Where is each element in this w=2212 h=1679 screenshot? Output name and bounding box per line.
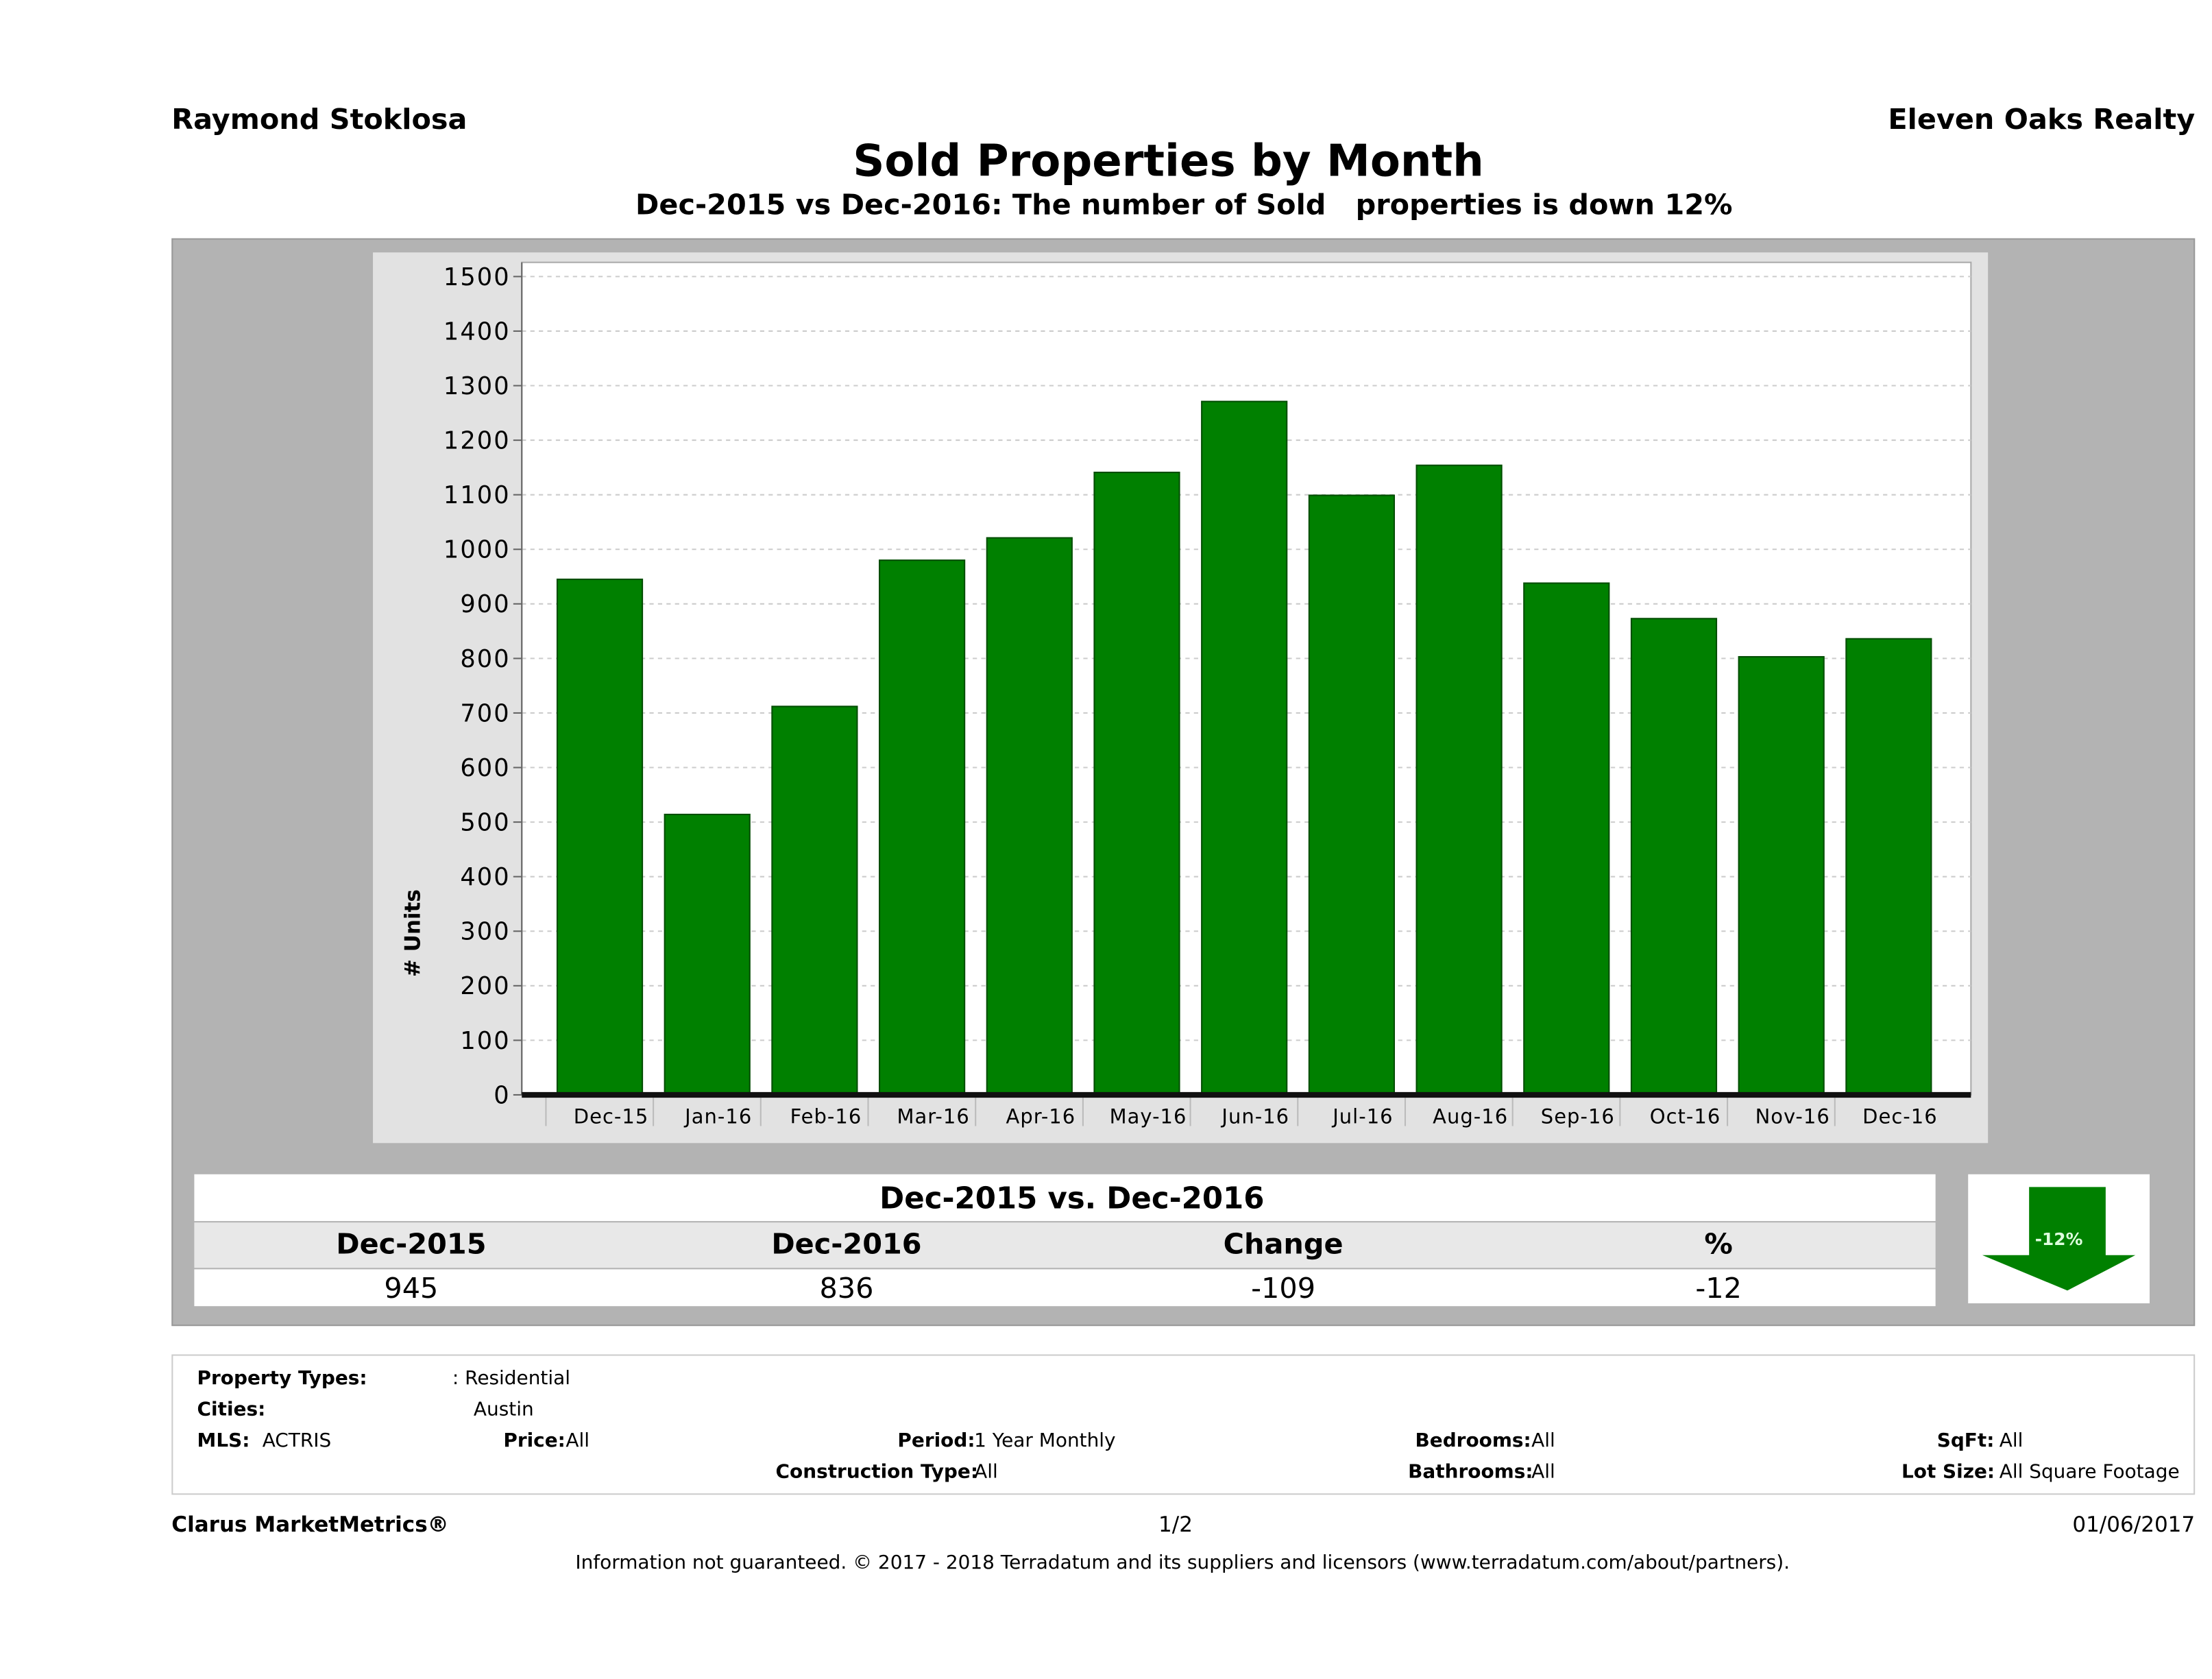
summary-heading-row: Dec-2015 vs. Dec-2016 bbox=[194, 1174, 1936, 1222]
bar-nov-16 bbox=[1738, 655, 1825, 1096]
product-name: Clarus MarketMetrics® bbox=[171, 1512, 449, 1538]
property-types-label: Property Types: bbox=[197, 1367, 367, 1390]
lot-size-value: All Square Footage bbox=[1999, 1460, 2180, 1484]
y-tick-label: 300 bbox=[460, 918, 510, 946]
chart-subtitle: Dec-2015 vs Dec-2016: The number of Sold… bbox=[635, 187, 1733, 221]
cities-label: Cities: bbox=[197, 1398, 266, 1421]
page-number: 1/2 bbox=[1158, 1512, 1193, 1538]
bar-feb-16 bbox=[771, 705, 858, 1096]
x-tick-label: Sep-16 bbox=[1541, 1104, 1615, 1128]
y-tick-label: 1100 bbox=[443, 481, 511, 509]
mls-value: ACTRIS bbox=[262, 1429, 332, 1453]
x-tick-label: Dec-15 bbox=[574, 1104, 649, 1128]
bar-sep-16 bbox=[1523, 582, 1610, 1096]
price-label: Price: bbox=[503, 1429, 566, 1453]
agent-name: Raymond Stoklosa bbox=[171, 101, 467, 136]
change-badge: -12% bbox=[1968, 1174, 2150, 1304]
y-tick-label: 1000 bbox=[443, 536, 511, 564]
x-tick-label: Apr-16 bbox=[1006, 1104, 1075, 1128]
col-change: Change bbox=[1223, 1227, 1344, 1261]
report-date: 01/06/2017 bbox=[2072, 1512, 2196, 1538]
x-tick-label: Nov-16 bbox=[1755, 1104, 1830, 1128]
col-dec-2016: Dec-2016 bbox=[771, 1227, 922, 1261]
x-tick-label: May-16 bbox=[1110, 1104, 1187, 1128]
y-axis-label: # Units bbox=[400, 889, 425, 977]
y-tick-label: 200 bbox=[460, 972, 510, 1000]
badge-text: -12% bbox=[2035, 1229, 2083, 1249]
bar-apr-16 bbox=[986, 537, 1073, 1096]
y-tick-label: 400 bbox=[460, 863, 510, 891]
y-tick-label: 0 bbox=[494, 1081, 510, 1109]
filter-box: Property Types: : Residential Cities: Au… bbox=[171, 1354, 2196, 1495]
cities-value: Austin bbox=[473, 1398, 534, 1421]
down-arrow-icon: -12% bbox=[1982, 1187, 2136, 1291]
y-tick-label: 600 bbox=[460, 754, 510, 782]
construction-label: Construction Type: bbox=[775, 1460, 979, 1484]
bar-chart: 0 100 200 300 400 500 600 700 800 900 1000 1100 1200… bbox=[400, 261, 1972, 1128]
x-tick-label: Feb-16 bbox=[790, 1104, 862, 1128]
period-value: 1 Year Monthly bbox=[974, 1429, 1116, 1453]
y-tick-label: 1500 bbox=[443, 263, 511, 291]
mls-label: MLS: bbox=[197, 1429, 250, 1453]
property-types-value: : Residential bbox=[452, 1367, 570, 1390]
bar-jan-16 bbox=[664, 813, 751, 1096]
disclaimer: Information not guaranteed. © 2017 - 201… bbox=[575, 1551, 1790, 1575]
bathrooms-label: Bathrooms: bbox=[1408, 1460, 1533, 1484]
sqft-value: All bbox=[1999, 1429, 2023, 1453]
x-tick-label: Jun-16 bbox=[1220, 1104, 1289, 1128]
bedrooms-label: Bedrooms: bbox=[1415, 1429, 1531, 1453]
y-tick-label: 100 bbox=[460, 1027, 510, 1055]
bar-jul-16 bbox=[1308, 494, 1395, 1096]
x-tick-label: Aug-16 bbox=[1433, 1104, 1508, 1128]
bedrooms-value: All bbox=[1531, 1429, 1555, 1453]
y-tick-label: 1200 bbox=[443, 427, 511, 455]
bathrooms-value: All bbox=[1531, 1460, 1555, 1484]
bar-dec-15 bbox=[556, 578, 644, 1096]
x-tick-label: Mar-16 bbox=[897, 1104, 970, 1128]
y-tick-label: 700 bbox=[460, 699, 510, 727]
value-change: -109 bbox=[1251, 1270, 1316, 1305]
price-value: All bbox=[566, 1429, 590, 1453]
col-dec-2015: Dec-2015 bbox=[336, 1227, 487, 1261]
bar-dec-16 bbox=[1845, 638, 1932, 1096]
bar-mar-16 bbox=[879, 559, 966, 1096]
col-percent: % bbox=[1704, 1227, 1733, 1261]
y-tick-label: 500 bbox=[460, 809, 510, 837]
summary-heading: Dec-2015 vs. Dec-2016 bbox=[879, 1181, 1265, 1216]
chart-title: Sold Properties by Month bbox=[853, 136, 1484, 188]
x-tick-label: Jan-16 bbox=[683, 1104, 752, 1128]
bar-aug-16 bbox=[1415, 464, 1503, 1096]
y-tick-label: 800 bbox=[460, 645, 510, 673]
x-tick-label: Oct-16 bbox=[1650, 1104, 1721, 1128]
summary-values-row: 945 836 -109 -12 bbox=[194, 1269, 1936, 1307]
period-label: Period: bbox=[897, 1429, 975, 1453]
summary-header-row: Dec-2015 Dec-2016 Change % bbox=[194, 1222, 1936, 1268]
bar-oct-16 bbox=[1630, 618, 1718, 1096]
y-tick-label: 1400 bbox=[443, 317, 511, 346]
brand-name: Eleven Oaks Realty bbox=[1888, 101, 2196, 136]
value-dec-2016: 836 bbox=[819, 1270, 874, 1305]
x-tick-label: Jul-16 bbox=[1331, 1104, 1393, 1128]
value-percent: -12 bbox=[1695, 1270, 1742, 1305]
value-dec-2015: 945 bbox=[384, 1270, 439, 1305]
bar-may-16 bbox=[1093, 472, 1180, 1096]
sqft-label: SqFt: bbox=[1936, 1429, 1995, 1453]
y-tick-label: 1300 bbox=[443, 372, 511, 400]
x-tick-label: Dec-16 bbox=[1862, 1104, 1938, 1128]
lot-size-label: Lot Size: bbox=[1901, 1460, 1995, 1484]
bar-jun-16 bbox=[1201, 400, 1288, 1096]
y-tick-label: 900 bbox=[460, 590, 510, 618]
construction-value: All bbox=[974, 1460, 998, 1484]
